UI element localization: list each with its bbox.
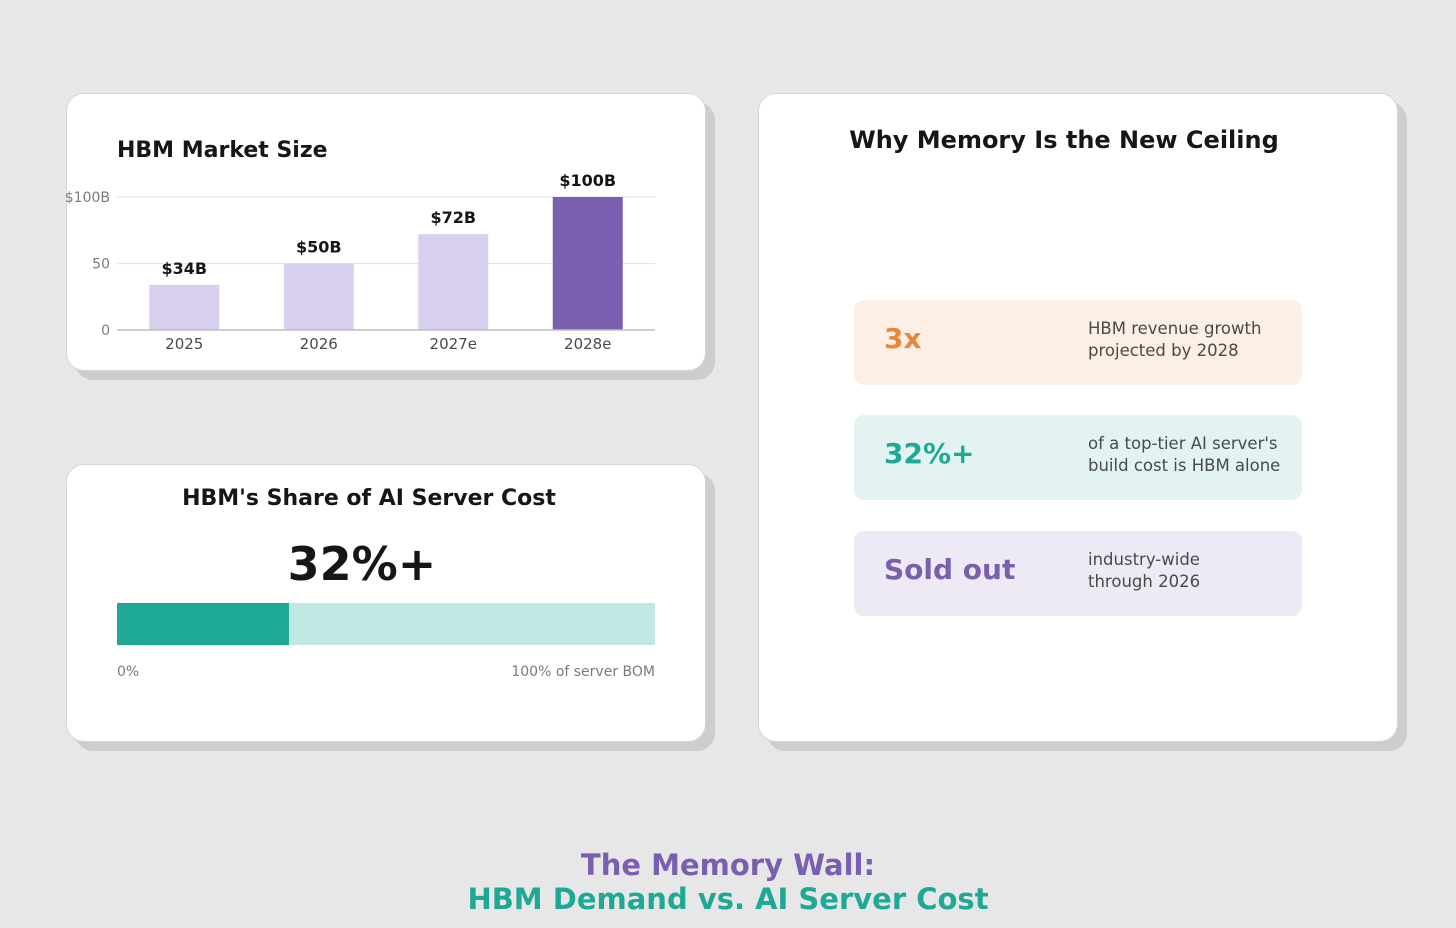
bar (283, 263, 354, 330)
bar (418, 234, 489, 330)
stat-description: HBM revenue growth projected by 2028 (1088, 318, 1308, 362)
y-tick-label: 0 (101, 323, 110, 339)
stat-description: industry-wide through 2026 (1088, 549, 1308, 593)
y-tick-label: $100B (65, 190, 110, 206)
footer-title: The Memory Wall: HBM Demand vs. AI Serve… (0, 848, 1456, 916)
x-tick-label: 2026 (300, 335, 338, 353)
stat-card-cost-share: 32%+ of a top-tier AI server's build cos… (854, 415, 1302, 500)
bar (552, 197, 623, 330)
stat-description-line: build cost is HBM alone (1088, 456, 1281, 475)
stat-description: of a top-tier AI server's build cost is … (1088, 433, 1308, 477)
stat-value: Sold out (884, 553, 1016, 586)
bar-data-label: $50B (296, 238, 342, 257)
share-axis-max-label: 100% of server BOM (511, 664, 655, 680)
footer-title-line1: The Memory Wall: (580, 848, 876, 882)
bar (149, 284, 220, 330)
y-tick-label: 50 (92, 257, 110, 273)
market-size-bar-chart: 0 50 $100B $34B 2025 $50B 2026 $72B 2027e $100B 20… (65, 171, 655, 353)
share-axis-min-label: 0% (117, 664, 140, 680)
market-size-title: HBM Market Size (117, 138, 328, 163)
stat-description-line: of a top-tier AI server's (1088, 434, 1278, 453)
server-cost-share-value: 32%+ (287, 537, 437, 591)
stat-description-line: projected by 2028 (1088, 341, 1239, 360)
bar-data-label: $100B (559, 171, 616, 190)
server-cost-share-title: HBM's Share of AI Server Cost (182, 486, 556, 511)
footer-title-line2: HBM Demand vs. AI Server Cost (467, 882, 989, 916)
stat-value: 3x (884, 322, 922, 355)
bar-data-label: $72B (430, 208, 476, 227)
x-tick-label: 2028e (564, 335, 611, 353)
bar-data-label: $34B (161, 259, 207, 278)
stat-value: 32%+ (884, 437, 975, 470)
x-tick-label: 2027e (430, 335, 477, 353)
stat-card-growth: 3x HBM revenue growth projected by 2028 (854, 300, 1302, 385)
stat-card-sold-out: Sold out industry-wide through 2026 (854, 531, 1302, 616)
x-tick-label: 2025 (165, 335, 203, 353)
stat-description-line: industry-wide (1088, 550, 1200, 569)
why-memory-title: Why Memory Is the New Ceiling (849, 126, 1279, 154)
why-memory-card: Why Memory Is the New Ceiling 3x HBM rev… (758, 93, 1398, 742)
stat-description-line: through 2026 (1088, 572, 1201, 591)
stat-description-line: HBM revenue growth (1088, 319, 1262, 338)
server-cost-share-card: HBM's Share of AI Server Cost 32%+ 0% 10… (66, 464, 706, 742)
share-progress-track (117, 603, 655, 645)
share-progress-fill (117, 603, 290, 645)
market-size-card: HBM Market Size 0 50 $100B $34B 2025 $50B 2026… (65, 93, 706, 371)
